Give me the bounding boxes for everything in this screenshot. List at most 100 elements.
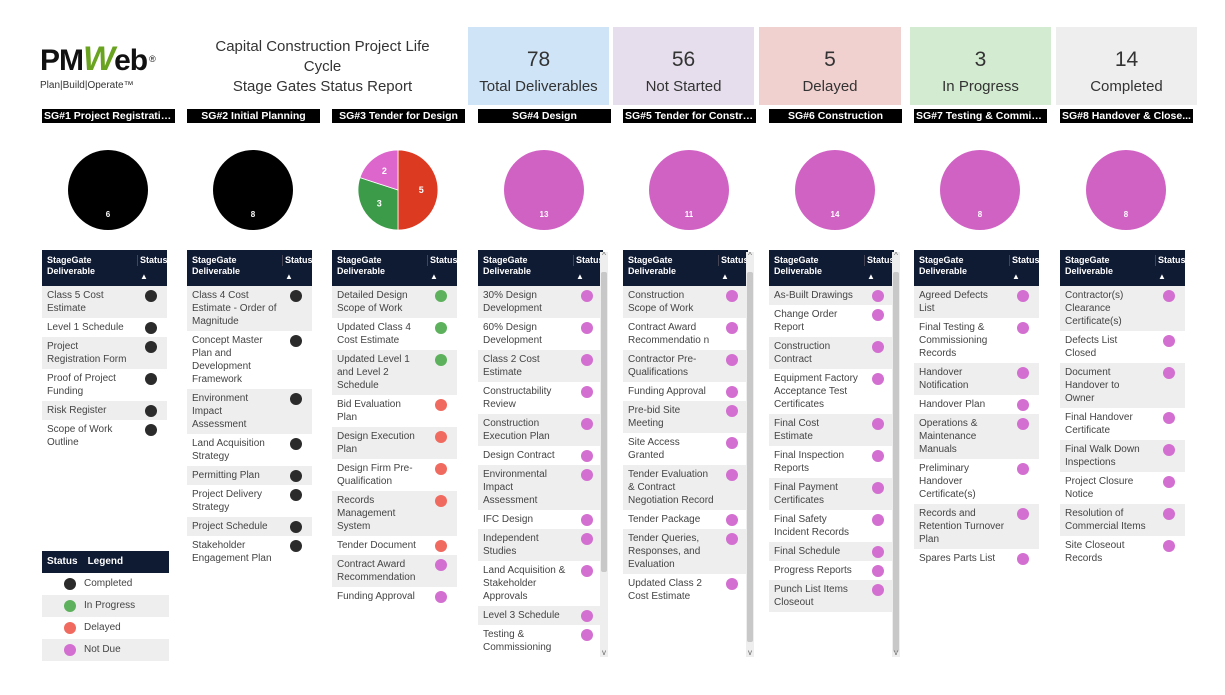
table-row[interactable]: Class 2 Cost Estimate: [478, 350, 603, 382]
table-row[interactable]: Records Management System: [332, 491, 457, 536]
stage-gate-header[interactable]: SG#2 Initial Planning: [187, 109, 320, 123]
table-row[interactable]: Funding Approval: [332, 587, 457, 606]
table-row[interactable]: Site Closeout Records: [1060, 536, 1185, 568]
stage-pie[interactable]: 5 3 2: [357, 149, 439, 231]
stage-gate-header[interactable]: SG#1 Project Registration: [42, 109, 175, 123]
stage-pie-chart[interactable]: 6: [68, 150, 148, 230]
pie-slice[interactable]: [68, 150, 148, 230]
table-row[interactable]: Project Schedule: [187, 517, 312, 536]
column-header-status[interactable]: Status: [427, 255, 459, 266]
table-row[interactable]: Environment Impact Assessment: [187, 389, 312, 434]
stage-gate-header[interactable]: SG#3 Tender for Design: [332, 109, 465, 123]
table-row[interactable]: Construction Execution Plan: [478, 414, 603, 446]
sort-arrow-icon[interactable]: ▲: [1012, 272, 1020, 281]
pie-slice[interactable]: [795, 150, 875, 230]
table-row[interactable]: Contract Award Recommendation: [332, 555, 457, 587]
stat-card-not-started[interactable]: 56 Not Started: [613, 27, 754, 105]
table-row[interactable]: Environmental Impact Assessment: [478, 465, 603, 510]
table-row[interactable]: Bid Evaluation Plan: [332, 395, 457, 427]
column-header-deliverable[interactable]: StageGate Deliverable: [483, 255, 532, 276]
stat-card-in-progress[interactable]: 3 In Progress: [910, 27, 1051, 105]
table-row[interactable]: Testing & Commissioning: [478, 625, 603, 657]
sort-arrow-icon[interactable]: ▲: [721, 272, 729, 281]
table-row[interactable]: Spares Parts List: [914, 549, 1039, 568]
table-row[interactable]: Updated Class 2 Cost Estimate: [623, 574, 748, 606]
table-row[interactable]: Resolution of Commercial Items: [1060, 504, 1185, 536]
column-header-status[interactable]: Status: [573, 255, 605, 266]
pie-slice[interactable]: [1086, 150, 1166, 230]
column-header-status[interactable]: Status: [1009, 255, 1041, 266]
stage-pie[interactable]: 11: [649, 150, 729, 230]
pie-slice[interactable]: [359, 149, 399, 191]
table-row[interactable]: Change Order Report: [769, 305, 894, 337]
table-row[interactable]: Project Registration Form: [42, 337, 167, 369]
table-row[interactable]: Concept Master Plan and Development Fram…: [187, 331, 312, 389]
stage-pie-chart[interactable]: 8: [940, 150, 1020, 230]
sort-arrow-icon[interactable]: ▲: [140, 272, 148, 281]
column-header-status[interactable]: Status: [718, 255, 750, 266]
table-row[interactable]: Proof of Project Funding: [42, 369, 167, 401]
table-row[interactable]: Level 3 Schedule: [478, 606, 603, 625]
table-row[interactable]: Funding Approval: [623, 382, 748, 401]
stage-pie-chart[interactable]: 13: [504, 150, 584, 230]
table-row[interactable]: Land Acquisition & Stakeholder Approvals: [478, 561, 603, 606]
table-row[interactable]: Tender Package: [623, 510, 748, 529]
scroll-down-icon[interactable]: v: [894, 648, 898, 657]
table-row[interactable]: Equipment Factory Acceptance Test Certif…: [769, 369, 894, 414]
table-row[interactable]: Final Cost Estimate: [769, 414, 894, 446]
stage-pie[interactable]: 8: [1086, 150, 1166, 230]
table-row[interactable]: Design Execution Plan: [332, 427, 457, 459]
table-row[interactable]: Permitting Plan: [187, 466, 312, 485]
table-row[interactable]: Records and Retention Turnover Plan: [914, 504, 1039, 549]
stat-card-delayed[interactable]: 5 Delayed: [759, 27, 901, 105]
column-header-deliverable[interactable]: StageGate Deliverable: [774, 255, 823, 276]
stage-gate-header[interactable]: SG#8 Handover & Close...: [1060, 109, 1193, 123]
table-row[interactable]: Preliminary Handover Certificate(s): [914, 459, 1039, 504]
sort-arrow-icon[interactable]: ▲: [285, 272, 293, 281]
table-row[interactable]: Operations & Maintenance Manuals: [914, 414, 1039, 459]
table-scrollbar[interactable]: ^ v: [746, 252, 754, 657]
table-row[interactable]: Project Delivery Strategy: [187, 485, 312, 517]
table-row[interactable]: Stakeholder Engagement Plan: [187, 536, 312, 568]
sort-arrow-icon[interactable]: ▲: [576, 272, 584, 281]
stage-gate-header[interactable]: SG#7 Testing & Commis...: [914, 109, 1047, 123]
table-scrollbar[interactable]: ^ v: [892, 252, 900, 657]
table-row[interactable]: Pre-bid Site Meeting: [623, 401, 748, 433]
stage-pie-chart[interactable]: 14: [795, 150, 875, 230]
table-scrollbar[interactable]: ^ v: [600, 252, 608, 657]
table-row[interactable]: Construction Scope of Work: [623, 286, 748, 318]
table-row[interactable]: Contract Award Recommendatio n: [623, 318, 748, 350]
scrollbar-thumb[interactable]: [747, 272, 753, 642]
table-row[interactable]: Tender Evaluation & Contract Negotiation…: [623, 465, 748, 510]
table-row[interactable]: Punch List Items Closeout: [769, 580, 894, 612]
stage-pie-chart[interactable]: 5 3 2: [357, 149, 439, 231]
stage-gate-header[interactable]: SG#5 Tender for Constru...: [623, 109, 756, 123]
scroll-up-icon[interactable]: ^: [602, 251, 606, 260]
scroll-down-icon[interactable]: v: [748, 648, 752, 657]
table-row[interactable]: Tender Document: [332, 536, 457, 555]
stage-gate-header[interactable]: SG#4 Design: [478, 109, 611, 123]
table-row[interactable]: Design Firm Pre-Qualification: [332, 459, 457, 491]
table-row[interactable]: Contractor(s) Clearance Certificate(s): [1060, 286, 1185, 331]
table-row[interactable]: Project Closure Notice: [1060, 472, 1185, 504]
table-row[interactable]: Land Acquisition Strategy: [187, 434, 312, 466]
table-row[interactable]: Scope of Work Outline: [42, 420, 167, 452]
table-row[interactable]: Final Schedule: [769, 542, 894, 561]
stage-pie[interactable]: 6: [68, 150, 148, 230]
stage-pie[interactable]: 8: [940, 150, 1020, 230]
table-row[interactable]: Site Access Granted: [623, 433, 748, 465]
stage-pie-chart[interactable]: 8: [1086, 150, 1166, 230]
table-row[interactable]: Document Handover to Owner: [1060, 363, 1185, 408]
table-row[interactable]: Final Safety Incident Records: [769, 510, 894, 542]
table-row[interactable]: Class 5 Cost Estimate: [42, 286, 167, 318]
column-header-deliverable[interactable]: StageGate Deliverable: [919, 255, 968, 276]
scroll-down-icon[interactable]: v: [602, 648, 606, 657]
column-header-deliverable[interactable]: StageGate Deliverable: [1065, 255, 1114, 276]
table-row[interactable]: Updated Level 1 and Level 2 Schedule: [332, 350, 457, 395]
table-row[interactable]: Design Contract: [478, 446, 603, 465]
table-row[interactable]: Final Walk Down Inspections: [1060, 440, 1185, 472]
stat-card-total-deliverables[interactable]: 78 Total Deliverables: [468, 27, 609, 105]
scrollbar-thumb[interactable]: [893, 272, 899, 652]
column-header-status[interactable]: Status: [1155, 255, 1187, 266]
scrollbar-thumb[interactable]: [601, 272, 607, 572]
